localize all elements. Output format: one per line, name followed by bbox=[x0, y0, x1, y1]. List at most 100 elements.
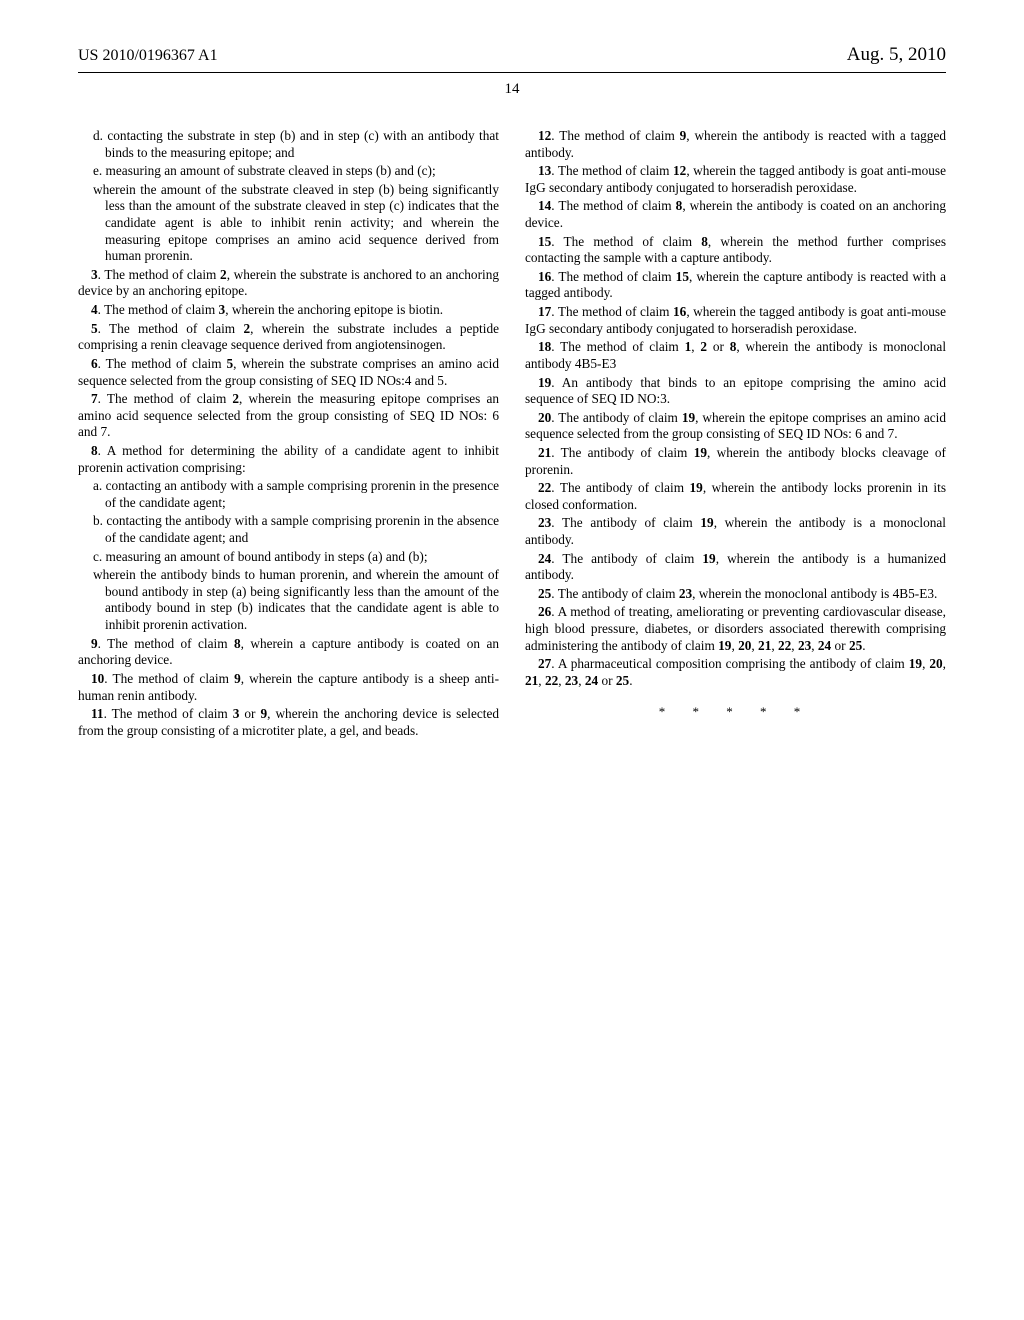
claim-25: 25. The antibody of claim 23, wherein th… bbox=[525, 586, 946, 603]
claim-sub-wherein: wherein the amount of the substrate clea… bbox=[105, 182, 499, 265]
claim-num: 20 bbox=[538, 410, 551, 425]
claim-text: , bbox=[771, 638, 778, 653]
claim-ref: 19 bbox=[694, 445, 707, 460]
claims-body: d. contacting the substrate in step (b) … bbox=[78, 128, 946, 739]
claim-ref: 16 bbox=[673, 304, 686, 319]
claim-20: 20. The antibody of claim 19, wherein th… bbox=[525, 410, 946, 443]
claim-text: , bbox=[558, 673, 565, 688]
claim-3: 3. The method of claim 2, wherein the su… bbox=[78, 267, 499, 300]
claim-num: 24 bbox=[538, 551, 551, 566]
claim-text: . A method for determining the ability o… bbox=[78, 443, 499, 475]
claim-8: 8. A method for determining the ability … bbox=[78, 443, 499, 476]
claim-text: , wherein the monoclonal antibody is 4B5… bbox=[692, 586, 937, 601]
claim-8-wherein: wherein the antibody binds to human pror… bbox=[105, 567, 499, 633]
page-header: US 2010/0196367 A1 Aug. 5, 2010 bbox=[78, 44, 946, 66]
claim-ref: 9 bbox=[234, 671, 241, 686]
end-marks: * * * * * bbox=[525, 704, 946, 720]
claim-num: 23 bbox=[538, 515, 551, 530]
claim-text: , bbox=[811, 638, 818, 653]
claim-ref: 8 bbox=[234, 636, 241, 651]
claim-num: 26 bbox=[538, 604, 551, 619]
claim-text: . The method of claim bbox=[551, 163, 673, 178]
claim-ref: 19 bbox=[702, 551, 715, 566]
claim-7: 7. The method of claim 2, wherein the me… bbox=[78, 391, 499, 441]
claim-5: 5. The method of claim 2, wherein the su… bbox=[78, 321, 499, 354]
claim-text: . The antibody of claim bbox=[551, 515, 700, 530]
claim-num: 10 bbox=[91, 671, 104, 686]
claim-ref: 23 bbox=[798, 638, 811, 653]
claim-text: , bbox=[791, 638, 798, 653]
claim-num: 16 bbox=[538, 269, 551, 284]
claim-num: 3 bbox=[91, 267, 98, 282]
claim-text: . The method of claim bbox=[104, 706, 233, 721]
header-divider bbox=[78, 72, 946, 73]
publication-number: US 2010/0196367 A1 bbox=[78, 47, 218, 65]
claim-ref: 22 bbox=[545, 673, 558, 688]
claim-16: 16. The method of claim 15, wherein the … bbox=[525, 269, 946, 302]
claim-num: 27 bbox=[538, 656, 551, 671]
claim-ref: 23 bbox=[679, 586, 692, 601]
claim-text: . The method of claim bbox=[104, 671, 234, 686]
claim-ref: 15 bbox=[676, 269, 689, 284]
claim-num: 13 bbox=[538, 163, 551, 178]
claim-12: 12. The method of claim 9, wherein the a… bbox=[525, 128, 946, 161]
claim-8a: a. contacting an antibody with a sample … bbox=[105, 478, 499, 511]
claim-sub-e: e. measuring an amount of substrate clea… bbox=[105, 163, 499, 180]
claim-num: 6 bbox=[91, 356, 98, 371]
claim-text: . The method of claim bbox=[98, 267, 220, 282]
claim-num: 17 bbox=[538, 304, 551, 319]
claim-ref: 19 bbox=[718, 638, 731, 653]
claim-8b: b. contacting the antibody with a sample… bbox=[105, 513, 499, 546]
claim-9: 9. The method of claim 8, wherein a capt… bbox=[78, 636, 499, 669]
claim-ref: 12 bbox=[673, 163, 686, 178]
claim-text: , bbox=[943, 656, 946, 671]
claim-text: . The method of claim bbox=[551, 128, 679, 143]
claim-ref: 25 bbox=[849, 638, 862, 653]
claim-ref: 8 bbox=[701, 234, 708, 249]
claim-num: 12 bbox=[538, 128, 551, 143]
claim-num: 7 bbox=[91, 391, 98, 406]
claim-15: 15. The method of claim 8, wherein the m… bbox=[525, 234, 946, 267]
claim-27: 27. A pharmaceutical composition compris… bbox=[525, 656, 946, 689]
claim-text: . The method of claim bbox=[98, 321, 244, 336]
claim-ref: 20 bbox=[929, 656, 942, 671]
claim-num: 19 bbox=[538, 375, 551, 390]
claim-ref: 24 bbox=[585, 673, 598, 688]
claim-ref: 25 bbox=[616, 673, 629, 688]
claim-ref: 19 bbox=[682, 410, 695, 425]
claim-num: 25 bbox=[538, 586, 551, 601]
claim-19: 19. An antibody that binds to an epitope… bbox=[525, 375, 946, 408]
claim-num: 5 bbox=[91, 321, 98, 336]
claim-text: . bbox=[629, 673, 632, 688]
claim-text: . The method of claim bbox=[551, 339, 684, 354]
claim-ref: 2 bbox=[220, 267, 227, 282]
claim-num: 15 bbox=[538, 234, 551, 249]
claim-13: 13. The method of claim 12, wherein the … bbox=[525, 163, 946, 196]
claim-ref: 20 bbox=[738, 638, 751, 653]
claim-num: 11 bbox=[91, 706, 104, 721]
claim-ref: 24 bbox=[818, 638, 831, 653]
claim-text: . The method of claim bbox=[551, 234, 701, 249]
claim-text: , wherein the anchoring epitope is bioti… bbox=[225, 302, 443, 317]
claim-text: . The antibody of claim bbox=[551, 551, 702, 566]
claim-14: 14. The method of claim 8, wherein the a… bbox=[525, 198, 946, 231]
claim-21: 21. The antibody of claim 19, wherein th… bbox=[525, 445, 946, 478]
claim-num: 18 bbox=[538, 339, 551, 354]
claim-text: . The method of claim bbox=[551, 304, 673, 319]
claim-17: 17. The method of claim 16, wherein the … bbox=[525, 304, 946, 337]
claim-text: . The antibody of claim bbox=[551, 410, 682, 425]
claim-ref: 19 bbox=[690, 480, 703, 495]
page-number: 14 bbox=[78, 81, 946, 98]
claim-text: . The method of claim bbox=[98, 302, 219, 317]
claim-text: . A pharmaceutical composition comprisin… bbox=[551, 656, 908, 671]
claim-text: . The method of claim bbox=[98, 636, 234, 651]
claim-text: or bbox=[598, 673, 616, 688]
claim-text: . The method of claim bbox=[98, 391, 233, 406]
claim-6: 6. The method of claim 5, wherein the su… bbox=[78, 356, 499, 389]
claim-ref: 21 bbox=[758, 638, 771, 653]
claim-ref: 22 bbox=[778, 638, 791, 653]
claim-11: 11. The method of claim 3 or 9, wherein … bbox=[78, 706, 499, 739]
claim-text: , bbox=[538, 673, 545, 688]
claim-4: 4. The method of claim 3, wherein the an… bbox=[78, 302, 499, 319]
claim-text: . The antibody of claim bbox=[551, 586, 679, 601]
